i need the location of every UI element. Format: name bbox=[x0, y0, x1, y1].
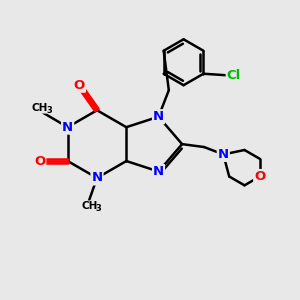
Text: O: O bbox=[34, 154, 45, 167]
Text: O: O bbox=[74, 79, 85, 92]
Text: N: N bbox=[153, 165, 164, 178]
Text: 3: 3 bbox=[95, 203, 101, 212]
Text: CH: CH bbox=[32, 103, 48, 113]
Text: Cl: Cl bbox=[226, 69, 241, 82]
Text: O: O bbox=[254, 170, 266, 183]
Text: 3: 3 bbox=[46, 106, 52, 115]
Text: N: N bbox=[153, 110, 164, 123]
Text: N: N bbox=[218, 148, 229, 161]
Text: N: N bbox=[92, 172, 103, 184]
Text: N: N bbox=[62, 121, 73, 134]
Text: CH: CH bbox=[82, 201, 98, 211]
